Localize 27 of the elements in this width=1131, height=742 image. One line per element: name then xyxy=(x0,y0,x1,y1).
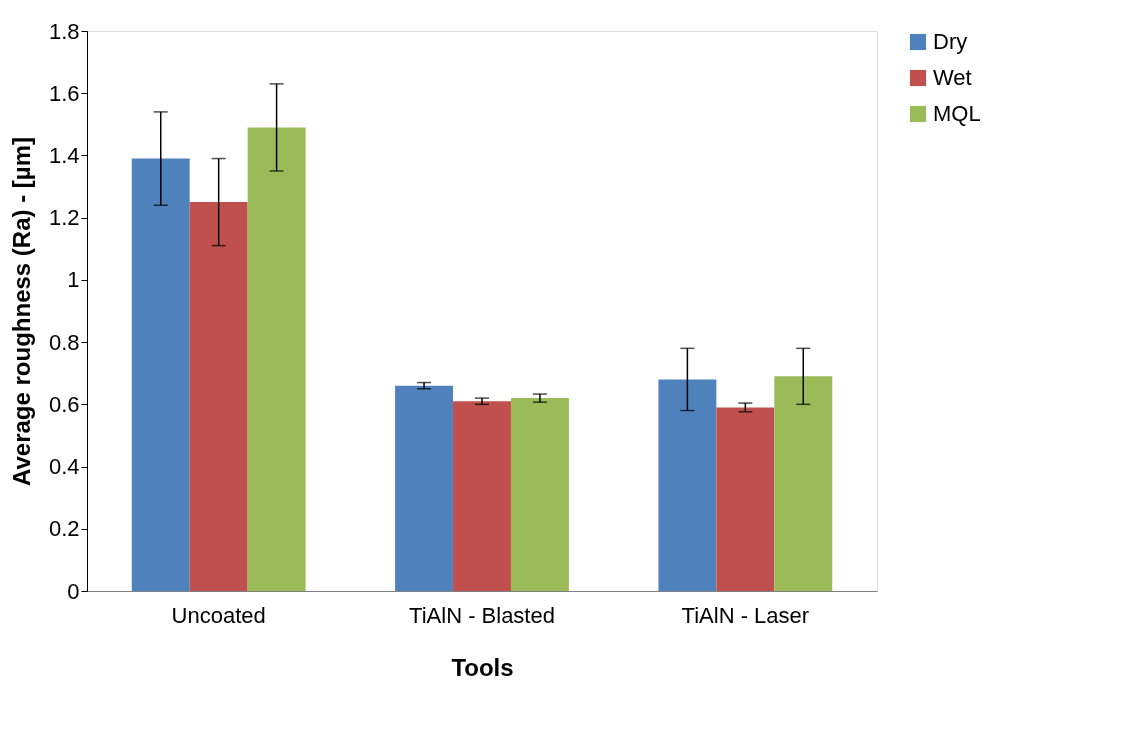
legend-label: Wet xyxy=(933,65,972,90)
y-tick-label: 1.4 xyxy=(48,142,80,168)
bar xyxy=(131,158,190,591)
y-tick-label: 0 xyxy=(67,578,80,604)
y-tick-label: 0.6 xyxy=(48,391,80,417)
x-tick-label: TiAlN - Blasted xyxy=(409,602,555,628)
y-tick-label: 1.2 xyxy=(48,205,80,231)
y-tick-label: 1 xyxy=(67,267,80,293)
x-tick-label: Uncoated xyxy=(171,602,266,628)
bar xyxy=(247,127,306,591)
y-tick-label: 0.2 xyxy=(48,516,80,542)
bar xyxy=(658,379,717,591)
bar xyxy=(453,401,511,591)
x-tick-label: TiAlN - Laser xyxy=(681,602,810,628)
y-tick-label: 1.8 xyxy=(48,18,80,44)
bar xyxy=(716,407,775,591)
legend-label: MQL xyxy=(933,101,981,126)
y-tick-label: 1.6 xyxy=(48,80,80,106)
y-tick-label: 0.8 xyxy=(48,329,80,355)
bar xyxy=(395,385,454,591)
bar xyxy=(510,398,569,591)
bar xyxy=(774,376,833,591)
legend-label: Dry xyxy=(933,29,968,54)
x-axis-title: Tools xyxy=(451,653,514,681)
y-tick-label: 0.4 xyxy=(48,454,80,480)
y-axis-title: Average roughness (Ra) - [µm] xyxy=(7,137,35,486)
bar xyxy=(189,202,248,591)
